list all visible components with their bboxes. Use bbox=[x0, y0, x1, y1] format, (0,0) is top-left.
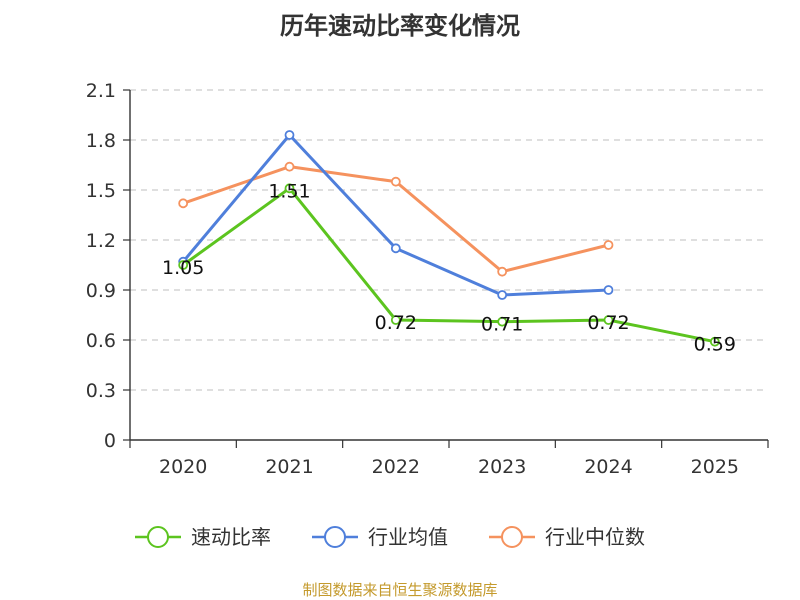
legend-item[interactable]: 速动比率 bbox=[135, 525, 271, 549]
legend-marker-icon bbox=[147, 526, 169, 548]
data-point bbox=[178, 198, 189, 209]
series-lines bbox=[178, 130, 720, 347]
data-point bbox=[709, 336, 720, 347]
data-point bbox=[284, 130, 295, 140]
y-tick-label: 0 bbox=[104, 430, 116, 452]
legend-item[interactable]: 行业中位数 bbox=[489, 525, 645, 549]
data-point bbox=[284, 161, 295, 172]
axes bbox=[129, 90, 768, 441]
y-axis-ticks: 0 0.3 0.6 0.9 1.2 1.5 1.8 2.1 bbox=[86, 80, 130, 452]
y-tick-label: 2.1 bbox=[86, 80, 116, 102]
x-tick-label: 2023 bbox=[478, 456, 526, 478]
y-tick-label: 0.6 bbox=[86, 330, 116, 352]
x-tick-label: 2021 bbox=[265, 456, 313, 478]
legend-marker-icon bbox=[324, 526, 346, 548]
data-labels: 1.05 1.51 0.72 0.71 0.72 0.59 bbox=[162, 180, 736, 355]
y-tick-label: 1.2 bbox=[86, 230, 116, 252]
data-point bbox=[390, 176, 401, 187]
data-point bbox=[603, 240, 614, 250]
data-label: 0.72 bbox=[375, 312, 417, 334]
x-tick-label: 2025 bbox=[691, 456, 739, 478]
grid-lines bbox=[130, 89, 768, 391]
series-1 bbox=[178, 130, 614, 300]
x-tick-label: 2020 bbox=[159, 456, 207, 478]
legend[interactable]: 速动比率 行业均值 行业中位数 bbox=[135, 525, 645, 549]
series-0 bbox=[178, 183, 720, 347]
data-point bbox=[284, 183, 295, 194]
data-point bbox=[390, 315, 401, 325]
data-point bbox=[497, 266, 508, 277]
data-label: 0.72 bbox=[587, 312, 629, 334]
legend-label: 速动比率 bbox=[191, 525, 271, 549]
data-point bbox=[497, 316, 508, 327]
data-label: 1.51 bbox=[268, 180, 310, 202]
legend-marker-icon bbox=[501, 526, 523, 548]
data-point bbox=[603, 315, 614, 325]
x-tick-label: 2022 bbox=[372, 456, 420, 478]
data-point bbox=[178, 260, 189, 270]
x-tick-label: 2024 bbox=[584, 456, 632, 478]
y-tick-label: 0.3 bbox=[86, 380, 116, 402]
data-label: 0.59 bbox=[694, 334, 736, 356]
series-line bbox=[182, 186, 716, 344]
chart-title: 历年速动比率变化情况 bbox=[280, 12, 520, 40]
legend-item[interactable]: 行业均值 bbox=[312, 525, 448, 549]
series-2 bbox=[178, 161, 614, 277]
y-tick-label: 0.9 bbox=[86, 280, 116, 302]
legend-label: 行业均值 bbox=[368, 525, 448, 549]
y-tick-label: 1.8 bbox=[86, 130, 116, 152]
y-tick-label: 1.5 bbox=[86, 180, 116, 202]
x-axis-ticks: 2020 2021 2022 2023 2024 2025 bbox=[129, 440, 769, 478]
data-label: 0.71 bbox=[481, 314, 523, 336]
data-label: 1.05 bbox=[162, 257, 204, 279]
data-point bbox=[497, 290, 508, 300]
data-point bbox=[390, 243, 401, 254]
series-line bbox=[182, 133, 609, 297]
data-point bbox=[603, 285, 614, 295]
source-note: 制图数据来自恒生聚源数据库 bbox=[302, 581, 497, 599]
legend-label: 行业中位数 bbox=[545, 525, 645, 549]
